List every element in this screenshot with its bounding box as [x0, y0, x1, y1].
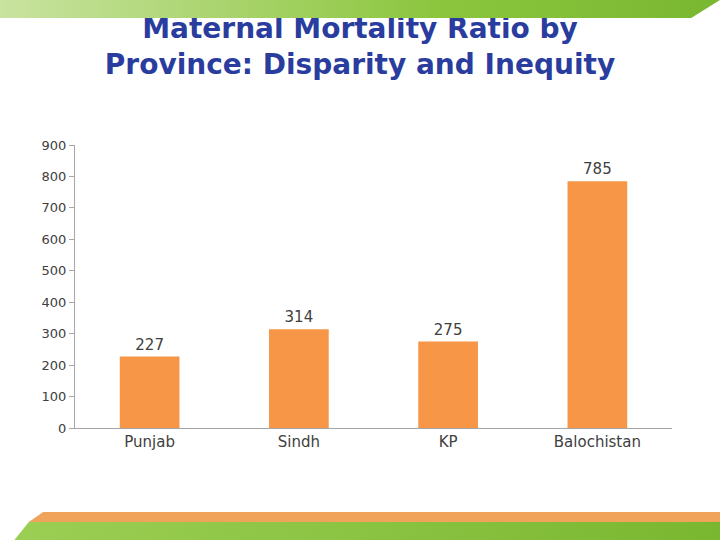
svg-text:700: 700: [42, 200, 67, 215]
svg-text:Sindh: Sindh: [278, 433, 320, 451]
svg-text:500: 500: [42, 263, 67, 278]
svg-text:400: 400: [42, 295, 67, 310]
svg-text:275: 275: [434, 321, 463, 339]
svg-text:314: 314: [285, 308, 314, 326]
svg-text:800: 800: [42, 169, 67, 184]
svg-text:900: 900: [42, 138, 67, 153]
svg-text:100: 100: [42, 389, 67, 404]
svg-text:Maternal Mortality Ratio byPro: Maternal Mortality Ratio byProvince: Dis…: [105, 12, 615, 81]
svg-text:Punjab: Punjab: [124, 433, 175, 451]
svg-text:785: 785: [583, 160, 612, 178]
svg-text:0: 0: [58, 421, 66, 436]
svg-text:227: 227: [135, 336, 164, 354]
svg-text:Balochistan: Balochistan: [554, 433, 641, 451]
svg-text:600: 600: [42, 232, 67, 247]
svg-text:300: 300: [42, 326, 67, 341]
svg-text:200: 200: [42, 358, 67, 373]
svg-text:KP: KP: [439, 433, 458, 451]
